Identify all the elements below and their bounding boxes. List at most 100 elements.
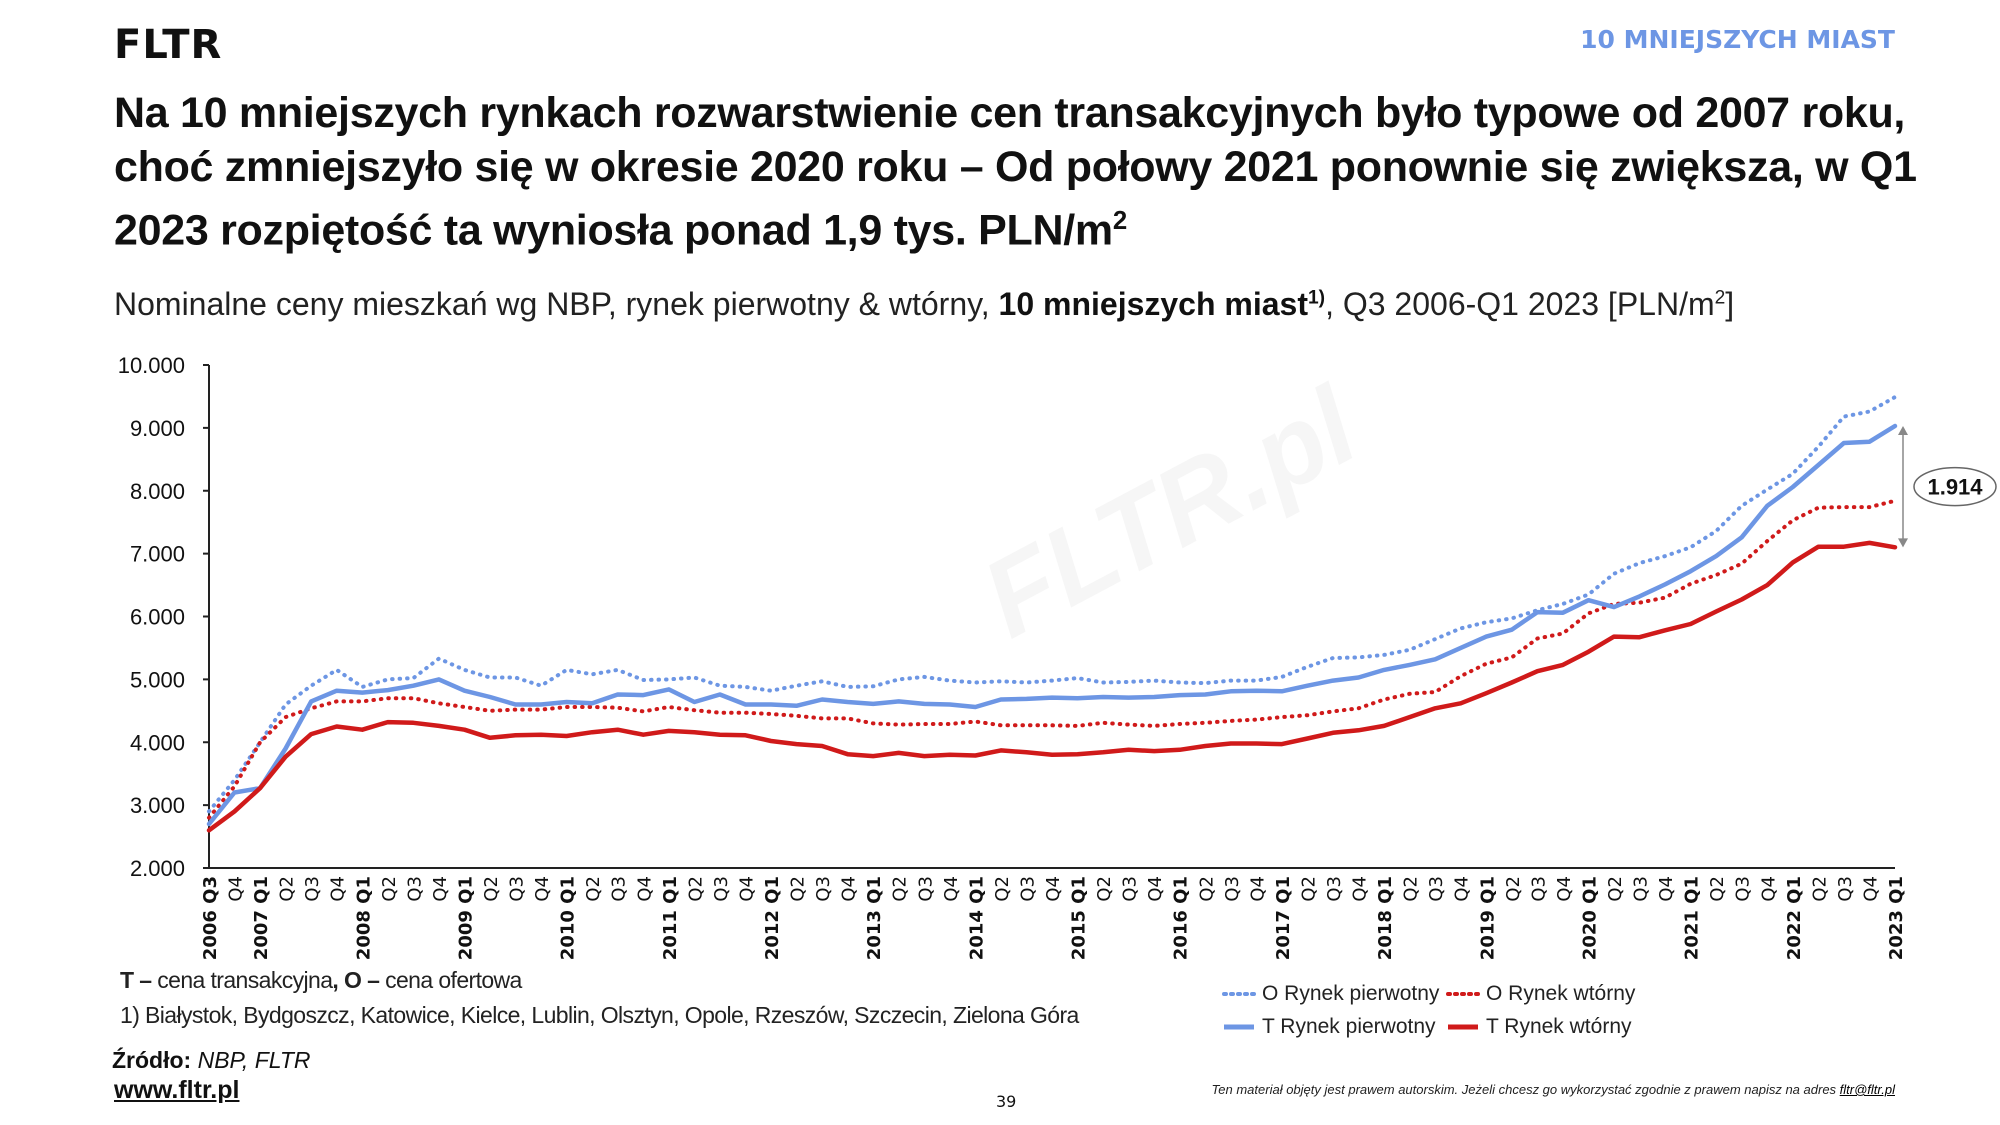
legend-label: O Rynek wtórny: [1486, 982, 1636, 1005]
x-tick-label: 2006 Q3: [200, 876, 221, 960]
x-tick-label: 2013 Q1: [864, 876, 885, 960]
x-tick-label: Q3: [1120, 876, 1141, 902]
x-tick-label: Q3: [1835, 876, 1856, 902]
x-tick-label: Q2: [890, 876, 911, 902]
x-tick-label: Q3: [1222, 876, 1243, 902]
subtitle-bold-text: 10 mniejszych miast: [998, 286, 1308, 322]
x-tick-label: Q3: [302, 876, 323, 902]
x-tick-label: 2012 Q1: [762, 876, 783, 960]
x-tick-label: Q3: [1426, 876, 1447, 902]
x-tick-label: 2023 Q1: [1886, 876, 1907, 960]
x-tick-label: 2008 Q1: [353, 876, 374, 960]
x-tick-label: Q2: [481, 876, 502, 902]
x-tick-label: Q3: [404, 876, 425, 902]
y-tick-label: 2.000: [130, 856, 185, 881]
x-tick-label: Q2: [1094, 876, 1115, 902]
y-tick-label: 6.000: [130, 605, 185, 630]
page-title: Na 10 mniejszych rynkach rozwarstwienie …: [114, 86, 1964, 257]
x-tick-label: Q4: [839, 876, 860, 902]
y-tick-label: 7.000: [130, 542, 185, 567]
footnote-cities: 1) Białystok, Bydgoszcz, Katowice, Kielc…: [120, 1002, 1079, 1028]
x-tick-label: 2010 Q1: [558, 876, 579, 960]
subtitle-sup: 2: [1714, 287, 1726, 309]
legend-item-t-wtorny: T Rynek wtórny: [1446, 1015, 1632, 1039]
x-tick-label: 2020 Q1: [1579, 876, 1600, 960]
x-tick-label: Q4: [1452, 876, 1473, 902]
watermark: FLTR.pl: [964, 363, 1378, 661]
gap-annotation: 1.914: [1898, 425, 1997, 548]
x-tick-label: Q3: [1017, 876, 1038, 902]
legend-label: T Rynek wtórny: [1486, 1015, 1632, 1038]
legend-label: T Rynek pierwotny: [1262, 1015, 1436, 1038]
x-tick-label: Q3: [915, 876, 936, 902]
x-tick-label: Q4: [634, 876, 655, 902]
x-tick-label: Q4: [1350, 876, 1371, 902]
legend-item-o-wtorny: O Rynek wtórny: [1446, 982, 1635, 1006]
series-line-o-rynek-pierwotny: [207, 395, 1897, 814]
arrow-head-icon: [1898, 538, 1908, 548]
x-tick-label: Q3: [1528, 876, 1549, 902]
x-tick-label: Q4: [532, 876, 553, 902]
x-tick-label: Q2: [992, 876, 1013, 902]
legend-label: O Rynek pierwotny: [1262, 982, 1440, 1005]
x-tick-label: Q2: [685, 876, 706, 902]
x-tick-label: Q2: [277, 876, 298, 902]
section-label: 10 MNIEJSZYCH MIAST: [1580, 25, 1895, 54]
x-tick-label: Q4: [1145, 876, 1166, 902]
x-tick-label: 2017 Q1: [1273, 876, 1294, 960]
x-tick-label: Q2: [1605, 876, 1626, 902]
website-link[interactable]: www.fltr.pl: [114, 1076, 240, 1104]
legend-note: T – cena transakcyjna, O – cena ofertowa: [120, 967, 522, 994]
x-tick-label: Q4: [941, 876, 962, 902]
x-tick-label: 2019 Q1: [1477, 876, 1498, 960]
legend-swatch: [1446, 992, 1480, 996]
source-text: NBP, FLTR: [191, 1047, 311, 1073]
x-tick-label: Q3: [1733, 876, 1754, 902]
series-line-t-rynek-pierwotny: [206, 423, 1898, 827]
subtitle-end: ]: [1725, 286, 1735, 322]
axes: 2.000 3.000 4.000 5.000 6.000 7.000 8.000 9.000…: [118, 353, 1907, 960]
x-tick-label: 2011 Q1: [660, 876, 681, 960]
x-tick-label: Q4: [226, 876, 247, 902]
x-tick-label: Q4: [1554, 876, 1575, 902]
legend-swatch: [1222, 992, 1256, 996]
series-line-o-rynek-wtorny: [207, 498, 1897, 820]
legend-item-t-pierwotny: T Rynek pierwotny: [1222, 1015, 1436, 1039]
x-tick-label: Q3: [507, 876, 528, 902]
x-tick-label: Q3: [1324, 876, 1345, 902]
x-tick-label: 2009 Q1: [455, 876, 476, 960]
x-tick-label: Q3: [711, 876, 732, 902]
x-tick-label: Q4: [1860, 876, 1881, 902]
y-tick-label: 4.000: [130, 730, 185, 755]
title-sup: 2: [1112, 207, 1127, 235]
x-tick-label: Q3: [1631, 876, 1652, 902]
x-tick-label: Q2: [1707, 876, 1728, 902]
note-t-text: cena transakcyjna: [151, 967, 333, 993]
y-tick-label: 5.000: [130, 667, 185, 692]
y-tick-label: 10.000: [118, 353, 185, 378]
x-tick-label: Q2: [1401, 876, 1422, 902]
x-tick-label: 2015 Q1: [1069, 876, 1090, 960]
copyright-text: Ten materiał objęty jest prawem autorski…: [1211, 1082, 1840, 1097]
x-tick-label: Q3: [813, 876, 834, 902]
source: Źródło: NBP, FLTR: [112, 1047, 311, 1074]
x-tick-label: Q4: [1247, 876, 1268, 902]
copyright-email-link[interactable]: fltr@fltr.pl: [1839, 1082, 1895, 1097]
x-tick-label: Q2: [788, 876, 809, 902]
x-tick-label: Q4: [1758, 876, 1779, 902]
x-tick-label: Q4: [430, 876, 451, 902]
subtitle-bold-sup: 1): [1308, 287, 1326, 309]
note-o-text: cena ofertowa: [379, 967, 522, 993]
subtitle-bold: 10 mniejszych miast1): [999, 286, 1326, 322]
x-tick-label: Q2: [1298, 876, 1319, 902]
subtitle-post: , Q3 2006-Q1 2023 [PLN/m: [1325, 286, 1715, 322]
copyright-notice: Ten materiał objęty jest prawem autorski…: [1212, 1082, 1895, 1097]
x-tick-label: Q3: [609, 876, 630, 902]
x-tick-label: 2007 Q1: [251, 876, 272, 960]
fltr-logo: FLTR: [114, 22, 223, 68]
title-text: Na 10 mniejszych rynkach rozwarstwienie …: [114, 89, 1917, 255]
arrow-head-icon: [1898, 425, 1908, 435]
x-tick-label: 2016 Q1: [1171, 876, 1192, 960]
annotation-bubble: [1913, 466, 1997, 507]
